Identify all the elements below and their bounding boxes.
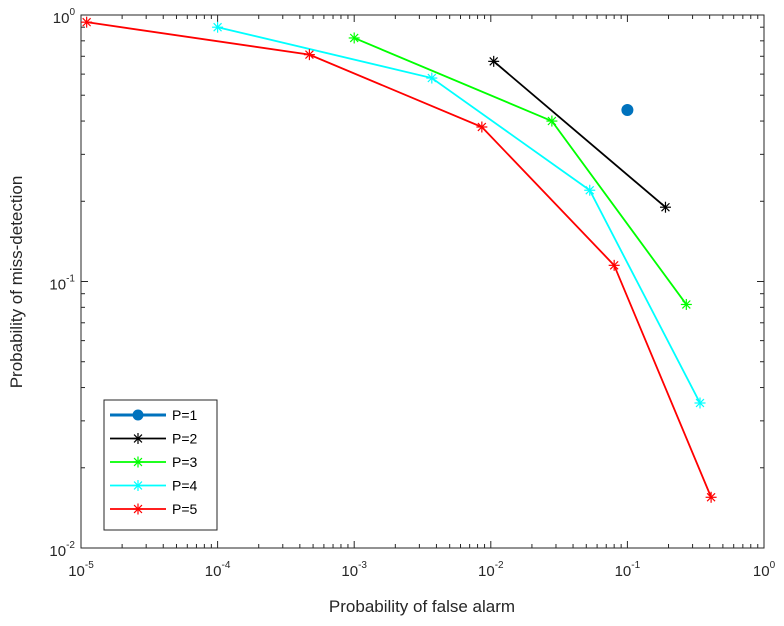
x-tick-label: 10-5 <box>68 560 94 580</box>
legend-marker <box>132 503 144 515</box>
data-point <box>621 104 634 117</box>
data-point <box>584 184 596 196</box>
data-point <box>426 72 438 84</box>
series-p4 <box>212 21 706 409</box>
legend-entry: P=4 <box>110 478 198 494</box>
marker-stroke <box>133 434 143 443</box>
series-p1 <box>621 104 634 117</box>
series-line <box>493 60 667 208</box>
data-point <box>694 397 706 409</box>
legend-box <box>103 399 218 531</box>
legend-marker <box>132 433 144 444</box>
series-p5 <box>81 16 717 503</box>
data-point <box>659 201 671 213</box>
data-point <box>303 49 315 61</box>
marker-stroke <box>349 33 359 43</box>
marker-stroke <box>661 202 670 212</box>
legend-entry: P=1 <box>110 407 198 423</box>
data-point <box>705 491 717 503</box>
y-axis-label: Probability of miss-detection <box>7 176 26 389</box>
marker-stroke <box>427 73 437 83</box>
x-tick-label: 10-2 <box>478 560 504 580</box>
marker-stroke <box>133 504 143 514</box>
data-point <box>476 121 488 133</box>
marker-stroke <box>695 398 705 408</box>
y-tick-label: 10-2 <box>49 540 75 560</box>
legend-marker <box>132 456 144 468</box>
legend-label: P=4 <box>172 478 198 494</box>
legend-label: P=3 <box>172 454 198 470</box>
legend-label: P=2 <box>172 431 198 447</box>
legend-label: P=5 <box>172 501 198 517</box>
marker-stroke <box>489 56 499 66</box>
x-axis-label: Probability of false alarm <box>329 597 515 616</box>
marker-stroke <box>585 185 595 195</box>
data-point <box>348 32 360 44</box>
marker-stroke <box>681 300 691 309</box>
legend-entry: P=2 <box>110 431 198 447</box>
data-point <box>488 55 500 67</box>
series-p3 <box>348 32 692 310</box>
axis-ticks: 10-5 10-4 10-3 10-2 10-1 100 10-2 10-1 100 <box>49 7 775 580</box>
legend-entry: P=5 <box>110 501 198 517</box>
data-point <box>608 259 620 271</box>
series-layer <box>81 16 717 503</box>
legend-marker <box>132 409 144 421</box>
x-tick-label: 10-3 <box>341 560 367 580</box>
series-line <box>217 26 701 404</box>
data-point <box>212 21 224 33</box>
y-tick-label: 10-1 <box>49 274 75 294</box>
marker-stroke <box>477 122 487 132</box>
marker-stroke <box>133 457 143 467</box>
series-p2 <box>488 55 671 213</box>
marker-stroke <box>305 50 314 60</box>
marker-stroke <box>609 260 619 270</box>
data-point <box>680 298 692 310</box>
x-tick-label: 10-4 <box>205 560 231 580</box>
marker-stroke <box>706 492 716 502</box>
legend-entry: P=3 <box>110 454 198 470</box>
marker-stroke <box>82 17 92 27</box>
legend-label: P=1 <box>172 407 198 423</box>
legend: P=1 P=2 P=3 P=4 P=5 <box>103 399 218 531</box>
x-tick-label: 100 <box>753 560 776 580</box>
x-tick-label: 10-1 <box>615 560 641 580</box>
marker-stroke <box>133 481 143 490</box>
marker-stroke <box>547 116 557 126</box>
legend-marker <box>132 480 144 491</box>
y-tick-label: 100 <box>53 7 76 27</box>
data-point <box>546 115 558 127</box>
marker-stroke <box>213 22 222 32</box>
data-point <box>81 16 93 28</box>
